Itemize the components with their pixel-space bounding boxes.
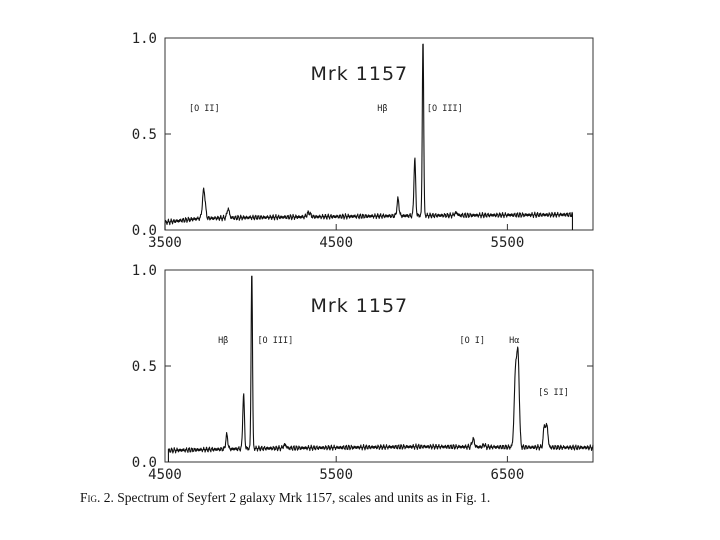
spectrum-line [164,43,574,230]
x-tick-label: 3500 [148,235,182,251]
spectrum-panel-2: 0.0 0.5 1.0 4500 5500 6500 Mrk 1157 Hβ [O III] [O… [132,263,594,483]
x-tick-label: 6500 [491,467,525,483]
emission-line-label: Hα [509,336,519,346]
spectrum-line [167,275,594,462]
emission-line-label: [O III] [427,104,463,114]
x-tick-label: 5500 [491,235,525,251]
x-tick-label: 5500 [319,467,353,483]
y-tick-label: 1.0 [132,263,157,279]
x-tick-label: 4500 [148,467,182,483]
spectrum-panel-1: 0.0 0.5 1.0 3500 4500 5500 Mrk 1157 [O II] Hβ [O … [132,31,594,251]
emission-line-label: Hβ [218,336,228,346]
emission-line-label: [O I] [459,336,485,346]
caption-text: Spectrum of Seyfert 2 galaxy Mrk 1157, s… [117,490,491,505]
caption-label: Fig. 2. [80,490,114,505]
figure-caption: Fig. 2. Spectrum of Seyfert 2 galaxy Mrk… [80,490,680,506]
emission-line-label: [O II] [189,104,220,114]
y-tick-label: 1.0 [132,31,157,47]
y-tick-label: 0.0 [132,223,157,239]
panel-title: Mrk 1157 [311,295,409,317]
y-tick-label: 0.0 [132,455,157,471]
x-tick-label: 4500 [319,235,353,251]
emission-line-label: [O III] [257,336,293,346]
spectrum-figure: 0.0 0.5 1.0 3500 4500 5500 Mrk 1157 [O II] Hβ [O … [132,31,594,483]
panel-title: Mrk 1157 [311,63,409,85]
emission-line-label: [S II] [538,388,569,398]
y-tick-label: 0.5 [132,359,157,375]
emission-line-label: Hβ [377,104,387,114]
y-tick-label: 0.5 [132,127,157,143]
